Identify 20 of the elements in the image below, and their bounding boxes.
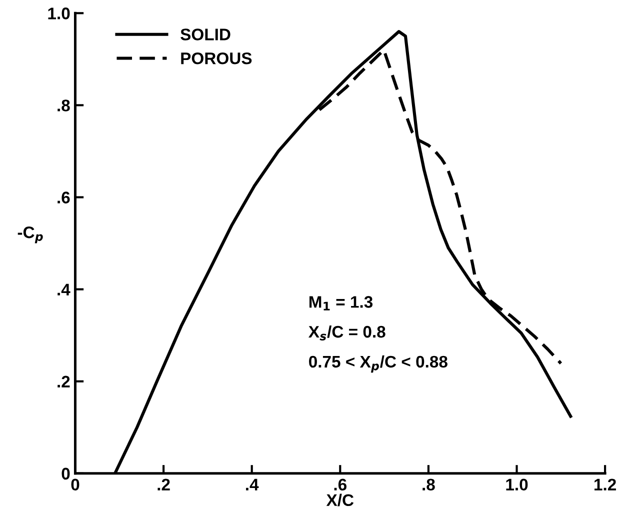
- x-tick-label: .8: [422, 478, 435, 491]
- x-tick-label: 1.2: [594, 478, 616, 490]
- y-axis-title: -C$_{p}$: [18, 226, 43, 244]
- y-tick-label: .6: [58, 192, 70, 204]
- y-tick-label: .8: [58, 100, 70, 112]
- y-tick-label: .4: [58, 284, 70, 296]
- x-tick-label: .4: [246, 478, 259, 490]
- x-tick-label: .6: [334, 478, 346, 491]
- annotation: X$_{s}$/C = 0.8: [308, 325, 386, 340]
- legend-label: POROUS: [181, 52, 252, 64]
- annotation: 0.75 < X$_{p}$/C < 0.88: [309, 355, 448, 373]
- x-axis-title: X/C: [326, 494, 354, 506]
- x-tick-label: 1.0: [506, 478, 528, 491]
- y-tick-label: 0: [62, 468, 70, 480]
- y-tick-label: 1.0: [48, 8, 70, 20]
- legend-label: SOLID: [180, 28, 230, 40]
- annotation: M$_{1}$ = 1.3: [309, 296, 373, 310]
- y-tick-label: .2: [58, 376, 70, 388]
- x-tick-label: .2: [158, 478, 170, 490]
- x-tick-label: 0: [71, 478, 80, 491]
